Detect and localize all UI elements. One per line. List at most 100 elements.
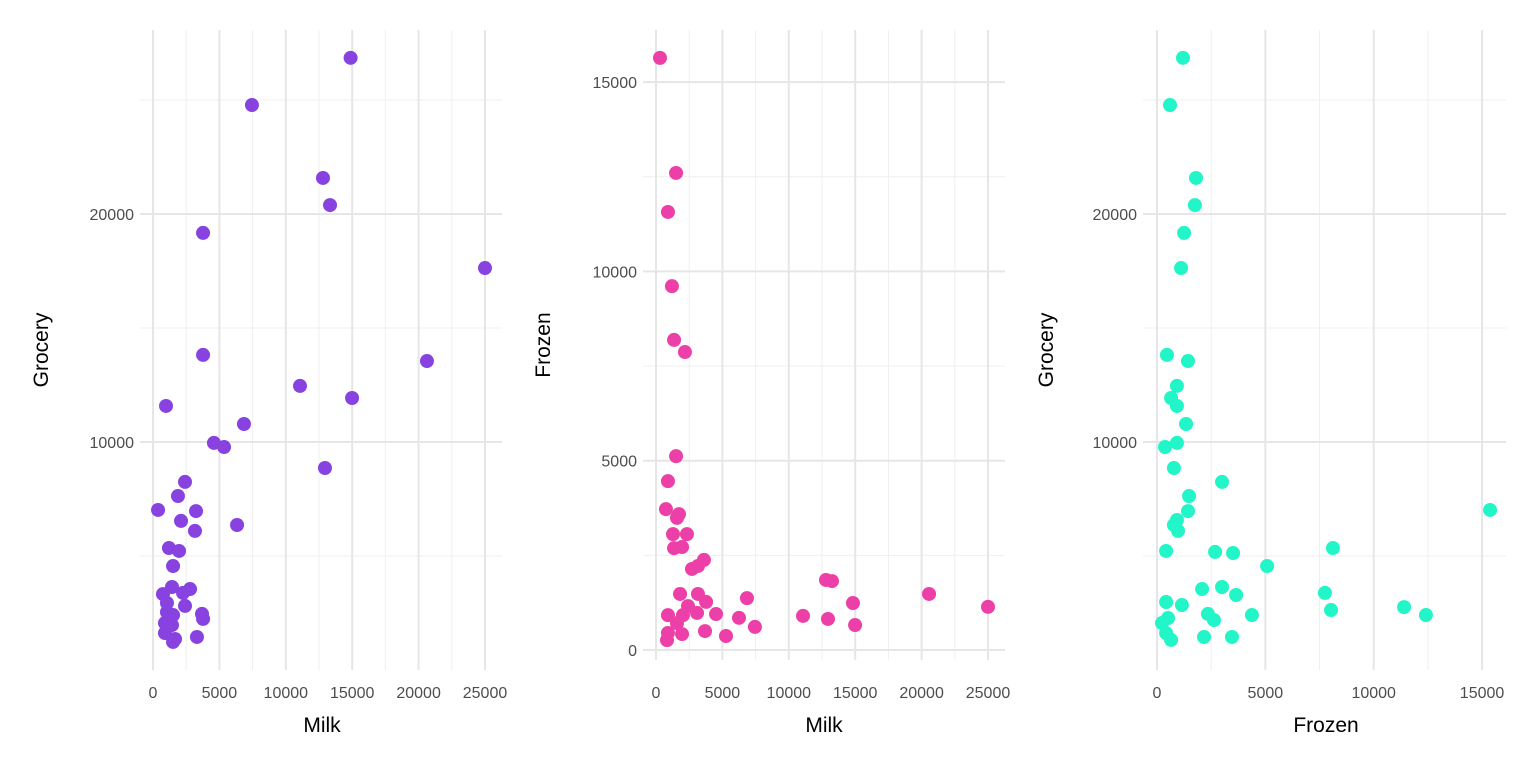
data-point (696, 552, 711, 567)
data-point (196, 225, 211, 240)
x-axis-title: Frozen (1293, 714, 1358, 737)
data-point (217, 440, 232, 455)
data-point (667, 332, 682, 347)
data-point (747, 619, 762, 634)
data-point (1224, 629, 1239, 644)
data-point (1179, 416, 1194, 431)
x-tick-label: 5000 (705, 685, 741, 702)
data-point (1208, 544, 1223, 559)
data-point (345, 390, 360, 405)
data-point (419, 354, 434, 369)
data-point (848, 618, 863, 633)
data-point (1317, 585, 1332, 600)
data-point (1169, 378, 1184, 393)
data-point (1177, 225, 1192, 240)
data-point (675, 540, 690, 555)
data-point (652, 50, 667, 65)
data-point (669, 616, 684, 631)
data-point (166, 559, 181, 574)
y-tick-label: 10000 (1093, 435, 1138, 452)
data-point (189, 629, 204, 644)
data-point (922, 586, 937, 601)
data-point (709, 607, 724, 622)
data-point (1325, 541, 1340, 556)
x-tick-label: 15000 (1460, 685, 1505, 702)
data-point (981, 599, 995, 614)
y-tick-label: 15000 (593, 75, 638, 92)
data-point (690, 605, 705, 620)
data-point (178, 474, 193, 489)
data-point (664, 279, 679, 294)
y-tick-label: 20000 (90, 207, 135, 224)
data-point (1182, 489, 1197, 504)
data-point (699, 594, 714, 609)
data-point (820, 611, 835, 626)
data-point (343, 50, 358, 65)
data-point (236, 416, 251, 431)
data-point (660, 608, 675, 623)
data-point (187, 523, 202, 538)
data-point (151, 502, 166, 517)
data-point (196, 611, 211, 626)
data-point (673, 586, 688, 601)
data-point (665, 527, 680, 542)
y-tick-label: 5000 (601, 454, 637, 471)
data-point (1215, 580, 1230, 595)
data-point (1189, 170, 1204, 185)
data-point (1164, 632, 1179, 647)
data-point (1244, 608, 1259, 623)
x-tick-label: 5000 (1248, 685, 1284, 702)
x-tick-label: 20000 (899, 685, 944, 702)
data-point (1174, 598, 1189, 613)
data-point (1180, 354, 1195, 369)
x-tick-label: 15000 (330, 685, 375, 702)
data-point (1169, 435, 1184, 450)
data-point (660, 204, 675, 219)
data-point (323, 198, 338, 213)
data-point (189, 504, 204, 519)
data-point (1174, 261, 1189, 276)
data-point (176, 585, 191, 600)
x-tick-label: 25000 (966, 685, 1011, 702)
data-point (796, 608, 811, 623)
data-point (675, 627, 690, 642)
data-point (732, 610, 746, 625)
data-point (159, 398, 174, 413)
y-axis-title: Grocery (30, 312, 53, 387)
data-point (1159, 595, 1174, 610)
data-point (660, 633, 675, 648)
y-axis-title: Frozen (532, 312, 555, 377)
data-point (1229, 587, 1244, 602)
data-point (669, 165, 684, 180)
x-tick-label: 5000 (202, 685, 238, 702)
data-point (1159, 347, 1174, 362)
data-point (1483, 502, 1498, 517)
data-point (230, 517, 245, 532)
y-tick-label: 20000 (1093, 207, 1138, 224)
data-point (157, 626, 172, 641)
data-point (166, 634, 181, 649)
data-point (244, 98, 259, 113)
data-point (315, 170, 330, 185)
data-point (718, 628, 733, 643)
data-point (1206, 613, 1221, 628)
data-point (1158, 440, 1173, 455)
data-point (1187, 198, 1202, 213)
data-point (739, 591, 754, 606)
data-point (1215, 474, 1230, 489)
data-point (1176, 50, 1191, 65)
x-tick-label: 20000 (396, 685, 441, 702)
data-point (170, 489, 185, 504)
x-axis-title: Milk (805, 714, 843, 737)
data-point (677, 345, 692, 360)
data-point (698, 624, 713, 639)
data-point (1260, 559, 1275, 574)
x-tick-label: 15000 (833, 685, 878, 702)
panel-3: 0 5000 10000 15000 10000 20000 Frozen Grocery (1035, 30, 1506, 737)
data-point (1397, 600, 1412, 615)
data-point (1163, 98, 1178, 113)
data-point (178, 598, 193, 613)
y-tick-label: 10000 (593, 264, 638, 281)
data-point (196, 347, 211, 362)
